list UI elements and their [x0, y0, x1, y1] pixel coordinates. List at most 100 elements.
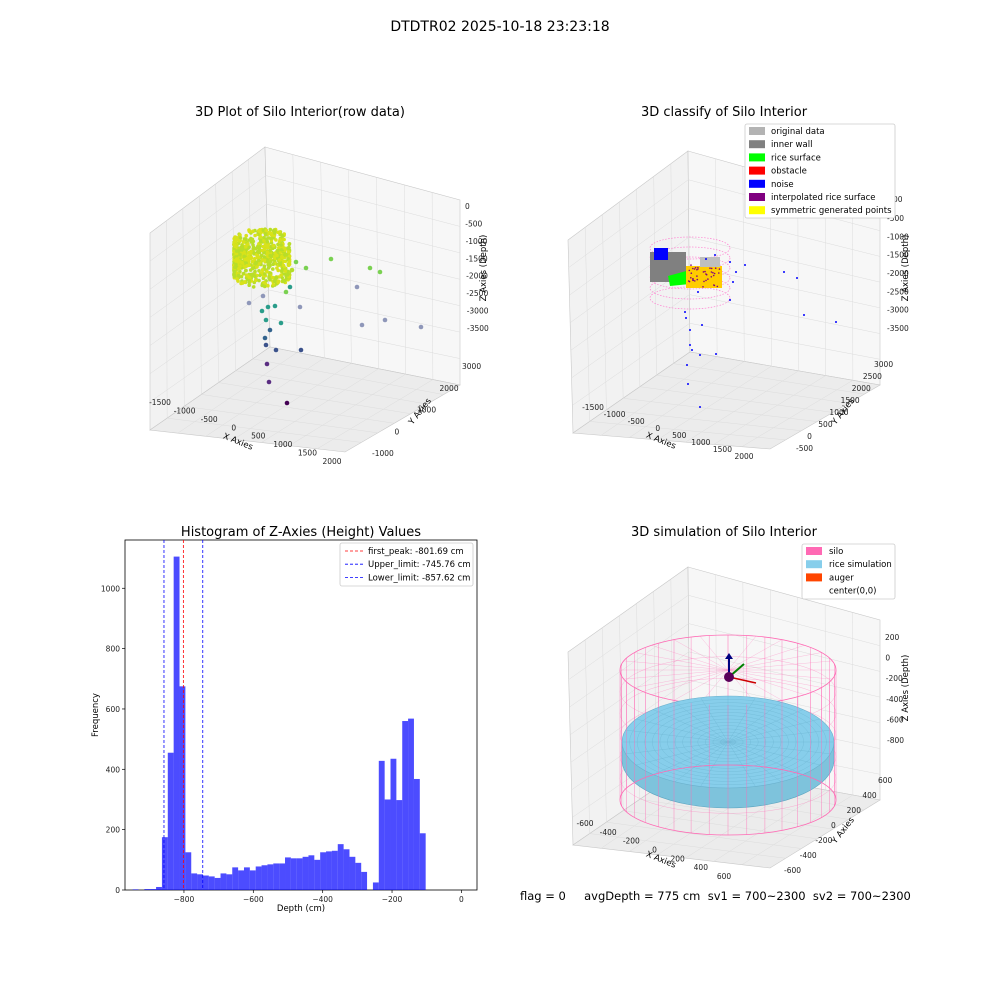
histogram-ytick-label: 0: [115, 886, 120, 895]
histogram-legend-label: Lower_limit: -857.62 cm: [368, 573, 470, 583]
raw-ztick-0: 0: [465, 202, 470, 211]
classify-legend: original data inner wall rice surface obsta…: [744, 123, 896, 219]
classify-xtick-5: 1000: [691, 438, 710, 447]
histogram-bar: [214, 877, 221, 890]
histogram-bar: [413, 778, 420, 890]
histogram-bar: [279, 863, 286, 890]
classify-ztick-3: -2000: [887, 269, 909, 278]
histogram-bar: [378, 760, 385, 890]
histogram-y-label: Frequency: [91, 693, 101, 737]
histogram-ytick-label: 400: [106, 765, 121, 774]
classify-ytick-7: 3000: [874, 360, 893, 369]
classify-xtick-7: 2000: [734, 452, 753, 461]
simulation-ytick-4: 200: [847, 806, 862, 815]
simulation-ytick-0: -600: [784, 866, 801, 875]
raw-panel-title: 3D Plot of Silo Interior(row data): [195, 105, 405, 120]
simulation-xtick-3: 0: [652, 846, 657, 855]
histogram-bar: [167, 752, 174, 890]
histogram-bar: [156, 886, 162, 890]
histogram-bar: [173, 556, 180, 890]
raw-ytick-0: -1000: [372, 449, 394, 458]
histogram-bar: [255, 866, 262, 890]
histogram-xtick-label: −800: [174, 895, 195, 904]
raw-ytick-4: 3000: [462, 362, 481, 371]
histogram-bar: [355, 862, 362, 890]
histogram-bar: [220, 873, 227, 890]
classify-ytick-1: 0: [807, 432, 812, 441]
classify-z-ticks: -500 -1000 -1500 -2000 -2500 -3000 -3500 00: [887, 195, 909, 333]
histogram-bar: [343, 849, 350, 890]
raw-ztick-7: -3500: [467, 324, 489, 333]
simulation-ytick-1: -400: [800, 851, 817, 860]
classify-legend-label: original data: [771, 127, 825, 137]
histogram-bar: [396, 800, 403, 890]
classify-xtick-0: -1500: [582, 403, 604, 412]
raw-xtick-5: 1000: [273, 440, 292, 449]
simulation-3d-panel: 3D simulation of Silo Interior -600-400-…: [567, 525, 911, 881]
histogram-bar: [273, 863, 280, 890]
simulation-ztick-1: 0: [885, 654, 890, 663]
classify-xtick-1: -1000: [604, 410, 626, 419]
raw-xtick-4: 500: [251, 432, 266, 441]
histogram-x-label: Depth (cm): [277, 904, 325, 914]
raw-ytick-1: 0: [395, 427, 400, 436]
classify-ytick-6: 2500: [863, 372, 882, 381]
simulation-ztick-3: -400: [886, 695, 903, 704]
histogram-bar: [261, 865, 268, 890]
histogram-bar: [331, 850, 338, 890]
simulation-xtick-0: -600: [576, 819, 593, 828]
silo-wireframe-front: [619, 670, 837, 836]
simulation-legend-label: auger: [829, 573, 854, 583]
simulation-panel-title: 3D simulation of Silo Interior: [631, 525, 818, 540]
classify-legend-swatch: [749, 153, 765, 162]
raw-ztick-6: -3000: [467, 307, 489, 316]
classify-ytick-0: -500: [796, 444, 813, 453]
raw-point-cloud: [232, 227, 424, 406]
status-line: flag = 0 avgDepth = 775 cm sv1 = 700~230…: [520, 889, 911, 903]
histogram-bar: [372, 882, 379, 890]
classify-3d-panel: 3D classify of Silo Interior -1500-1000-…: [567, 105, 911, 461]
classify-ztick-4: -2500: [887, 287, 909, 296]
raw-xtick-6: 1500: [298, 449, 317, 458]
histogram-bar: [249, 870, 256, 890]
raw-ztick-4: -2000: [466, 272, 488, 281]
histogram-bar: [384, 799, 391, 890]
simulation-legend-label: silo: [829, 547, 843, 557]
classify-z-label: Z Axies (Depth): [901, 235, 911, 302]
simulation-xtick-1: -400: [600, 828, 617, 837]
histogram-bar: [320, 852, 327, 890]
histogram-bar: [197, 874, 203, 890]
histogram-legend-label: first_peak: -801.69 cm: [368, 547, 464, 557]
histogram-x-ticks: −800 −600 −400 −200 0: [174, 890, 464, 904]
histogram-xtick-label: −200: [382, 895, 403, 904]
classify-ztick-0: -500: [887, 214, 904, 223]
histogram-title: Histogram of Z-Axies (Height) Values: [181, 525, 421, 540]
histogram-bar: [238, 870, 244, 890]
classify-grid: [568, 158, 881, 447]
histogram-bar: [302, 856, 309, 890]
classify-legend-label: obstacle: [771, 167, 807, 177]
histogram-bar: [132, 889, 139, 890]
simulation-ytick-5: 400: [862, 791, 877, 800]
raw-y-ticks: -1000 0 1000 2000 3000: [372, 362, 481, 458]
classify-legend-label: rice surface: [771, 153, 821, 163]
histogram-bar: [208, 876, 215, 890]
raw-x-ticks: -1500-1000 -500 0 500 1000 1500 2000: [149, 398, 342, 466]
raw-ytick-2: 1000: [417, 406, 436, 415]
histogram-bar: [349, 856, 356, 890]
histogram-vlines: [163, 540, 204, 890]
histogram-panel: Histogram of Z-Axies (Height) Values −80…: [91, 525, 478, 914]
histogram-y-ticks: 0 200 400 600 800 1000: [101, 584, 125, 895]
simulation-ztick-4: -600: [887, 715, 904, 724]
classify-xtick-3: 0: [655, 424, 660, 433]
classify-legend-swatch: [749, 166, 765, 175]
classify-legend-swatch: [749, 127, 765, 135]
raw-xtick-3: 0: [231, 423, 236, 432]
auger-marker: [724, 653, 757, 684]
classify-legend-label: noise: [771, 180, 794, 190]
simulation-ztick-0: 200: [885, 633, 900, 642]
raw-xtick-0: -1500: [149, 398, 171, 407]
histogram-ytick-label: 1000: [101, 584, 120, 593]
